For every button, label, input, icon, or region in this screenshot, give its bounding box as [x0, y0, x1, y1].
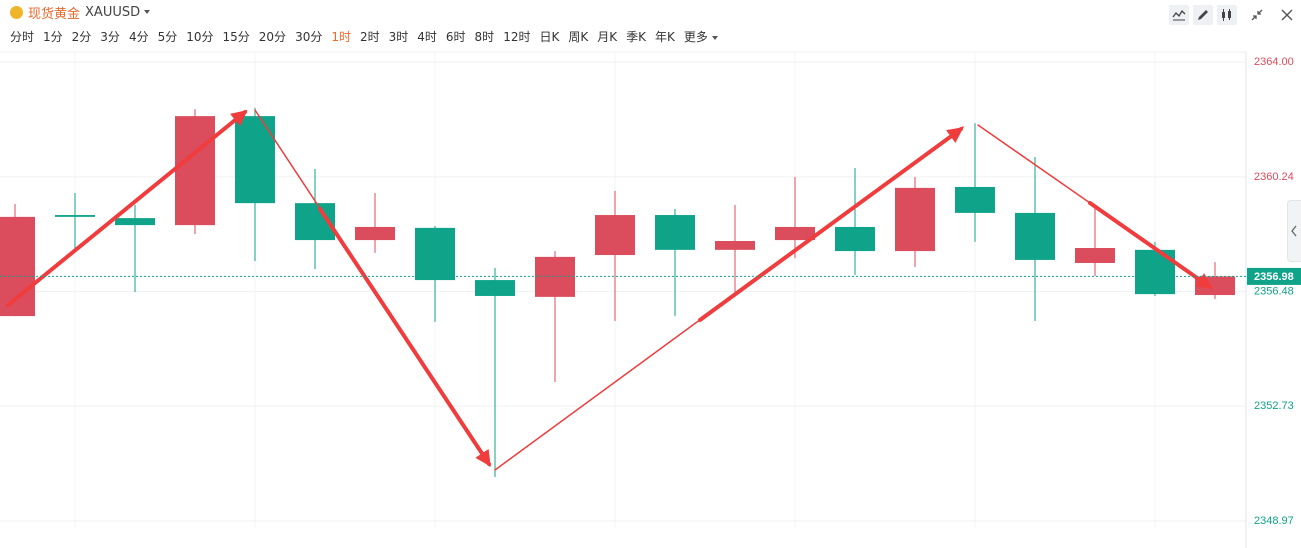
current-price-label: 2356.98: [1254, 271, 1294, 283]
y-tick-label: 2352.73: [1254, 400, 1294, 412]
y-tick-label: 2356.48: [1254, 286, 1294, 298]
timeframe-option[interactable]: 分时: [10, 30, 35, 44]
toolbar: [1169, 5, 1301, 25]
timeframe-option[interactable]: 3分: [100, 30, 120, 44]
candle-body: [1075, 248, 1115, 263]
candle-body: [0, 216, 35, 317]
instrument-symbol: XAUUSD: [85, 4, 141, 20]
candle-body: [355, 226, 395, 241]
y-tick-label: 2360.24: [1254, 171, 1294, 183]
timeframe-option[interactable]: 月K: [597, 30, 618, 44]
timeframe-bar: 分时 1分 2分 3分 4分 5分 10分 15分 20分 30分 1时 2时 3时 4时 6时 8时 12时日…: [10, 28, 718, 45]
timeframe-option[interactable]: 15分: [222, 30, 250, 44]
timeframe-option[interactable]: 30分: [295, 30, 323, 44]
draw-button[interactable]: [1193, 5, 1213, 25]
timeframe-option[interactable]: 8时: [474, 30, 495, 44]
candle-body: [895, 187, 935, 252]
symbol-header[interactable]: 现货黄金 XAUUSD: [10, 3, 151, 22]
candle-body: [175, 116, 215, 226]
timeframe-option[interactable]: 2分: [71, 30, 92, 44]
timeframe-option[interactable]: 年K: [654, 30, 675, 44]
timeframe-option[interactable]: 2时: [359, 30, 380, 44]
timeframe-option[interactable]: 季K: [626, 30, 646, 44]
indicator-button[interactable]: [1169, 5, 1189, 25]
candle-body: [115, 218, 155, 226]
close-button[interactable]: [1277, 5, 1297, 25]
candle-body: [955, 186, 995, 213]
trend-arrows: [6, 109, 1213, 471]
candle-body: [55, 215, 95, 217]
y-tick-label: 2348.97: [1254, 515, 1294, 527]
instrument-name: 现货黄金: [28, 6, 81, 22]
timeframe-option[interactable]: 12时: [503, 30, 531, 44]
timeframe-option[interactable]: 4分: [128, 30, 149, 44]
candle-body: [715, 240, 755, 250]
gold-icon: [10, 5, 23, 19]
timeframe-option[interactable]: 1时: [331, 30, 351, 44]
candle-body: [775, 226, 815, 241]
dropdown-caret: [144, 10, 151, 14]
timeframe-option[interactable]: 20分: [258, 30, 287, 44]
side-panel-toggle[interactable]: [1287, 200, 1301, 262]
timeframe-option[interactable]: 10分: [186, 30, 214, 44]
timeframe-option[interactable]: 周K: [568, 30, 589, 44]
fullscreen-button[interactable]: [1247, 5, 1267, 25]
current-price-tag: [1247, 267, 1301, 285]
candle-body: [235, 116, 275, 204]
y-tick-label: 2364.00: [1254, 56, 1294, 68]
timeframe-option[interactable]: 6时: [445, 30, 466, 44]
candle-body: [655, 215, 695, 250]
timeframe-option[interactable]: 日K: [539, 30, 560, 44]
timeframe-option[interactable]: 4时: [417, 30, 437, 44]
dropdown-caret: [711, 35, 718, 40]
chart-type-button[interactable]: [1217, 5, 1237, 25]
timeframe-option[interactable]: 1分: [43, 30, 63, 44]
candle-body: [595, 215, 635, 256]
candles: [0, 107, 1235, 478]
timeframe-option[interactable]: 3时: [388, 30, 409, 44]
candle-body: [1015, 212, 1055, 260]
candle-body: [835, 226, 875, 252]
candle-body: [475, 280, 515, 296]
timeframe-option[interactable]: 更多: [684, 28, 718, 45]
timeframe-option[interactable]: 5分: [157, 30, 178, 44]
candle-body: [415, 227, 455, 281]
